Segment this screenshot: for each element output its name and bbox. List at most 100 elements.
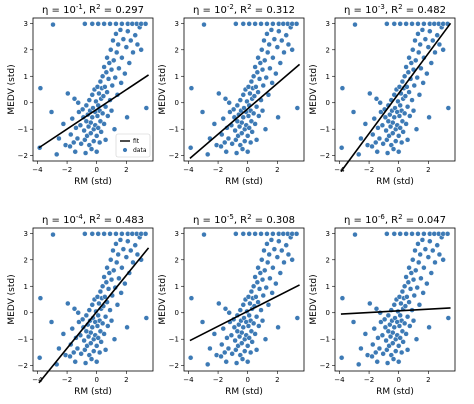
subplot-title: η = 10-2, R2 = 0.312	[193, 3, 295, 16]
data-point	[391, 302, 398, 308]
data-point	[113, 49, 120, 56]
data-point	[440, 47, 446, 53]
data-point	[352, 21, 358, 28]
data-point	[247, 90, 253, 97]
data-point	[407, 286, 414, 292]
data-point	[417, 251, 423, 258]
data-point	[422, 246, 429, 252]
data-point	[69, 115, 76, 122]
data-point	[201, 21, 207, 28]
data-point	[120, 246, 127, 252]
y-tick-label: 0	[24, 309, 28, 317]
data-point	[88, 356, 95, 362]
data-point	[93, 148, 100, 155]
data-point	[120, 36, 127, 42]
data-point	[403, 231, 409, 237]
data-point	[294, 315, 301, 321]
data-point	[65, 90, 71, 97]
data-point	[264, 241, 270, 247]
y-tick-label: 1	[175, 283, 179, 291]
data-point	[419, 27, 426, 33]
data-point	[384, 360, 391, 366]
data-point	[273, 70, 279, 77]
data-point	[405, 279, 412, 286]
data-point	[264, 31, 270, 37]
data-point	[374, 148, 380, 155]
fit-line	[189, 63, 301, 159]
data-point	[412, 267, 419, 274]
data-point	[68, 131, 74, 138]
data-point	[218, 143, 224, 150]
data-point	[201, 231, 207, 238]
data-point	[130, 259, 136, 266]
data-point	[257, 60, 264, 66]
data-point	[352, 231, 358, 238]
x-tick-label: −4	[334, 376, 345, 384]
data-point	[132, 32, 138, 38]
data-point	[375, 335, 381, 341]
data-point	[264, 259, 271, 266]
data-point	[384, 21, 390, 27]
data-point	[111, 336, 118, 342]
fit-line	[340, 307, 451, 315]
data-point	[119, 264, 125, 271]
data-point	[410, 107, 417, 114]
data-point	[244, 358, 251, 365]
data-point	[220, 325, 227, 332]
data-point	[74, 345, 81, 352]
data-point	[267, 65, 273, 72]
data-point	[88, 146, 95, 152]
data-point	[259, 66, 266, 73]
data-point	[83, 312, 90, 319]
data-point	[283, 242, 289, 248]
data-point	[402, 93, 409, 99]
subplot-1: η = 10-1, R2 = 0.297 −4 −2 0 2 −2 −1 0 1 2 3 RM (st…	[7, 3, 154, 187]
data-point	[369, 353, 375, 360]
data-point	[378, 109, 384, 115]
legend: fit data	[115, 133, 151, 158]
data-point	[108, 47, 114, 53]
data-point	[117, 27, 124, 33]
plot-frame	[334, 227, 456, 372]
data-point	[204, 151, 211, 158]
data-point	[110, 267, 117, 274]
data-point	[245, 113, 252, 119]
data-point	[261, 37, 267, 44]
data-point	[249, 339, 255, 345]
data-point	[355, 361, 362, 368]
data-point	[95, 21, 101, 27]
data-point	[275, 324, 281, 331]
data-point	[407, 113, 413, 119]
data-point	[79, 106, 86, 113]
data-point	[396, 323, 403, 329]
data-point	[37, 295, 44, 301]
data-point	[78, 141, 84, 147]
data-point	[95, 335, 101, 341]
data-point	[73, 125, 79, 131]
data-point	[421, 231, 427, 237]
data-point	[253, 84, 259, 90]
data-point	[221, 139, 228, 146]
subplot-title: η = 10-1, R2 = 0.297	[42, 3, 144, 16]
data-point	[401, 320, 408, 327]
data-point	[418, 275, 424, 282]
data-point	[367, 90, 373, 97]
data-point	[248, 288, 255, 295]
data-point	[425, 254, 432, 260]
data-point	[75, 99, 81, 106]
data-point	[254, 279, 261, 286]
data-point	[400, 339, 406, 345]
data-point	[119, 54, 125, 61]
data-point	[398, 139, 405, 146]
data-point	[385, 312, 392, 319]
data-point	[370, 131, 376, 138]
data-point	[372, 139, 379, 146]
y-tick-label: 0	[24, 99, 28, 107]
data-point	[399, 78, 406, 85]
data-point	[427, 28, 433, 34]
x-tick-label: −2	[213, 166, 223, 174]
data-point	[254, 69, 261, 76]
data-point	[430, 247, 436, 254]
data-point	[258, 231, 264, 237]
x-tick-label: −4	[183, 376, 194, 384]
